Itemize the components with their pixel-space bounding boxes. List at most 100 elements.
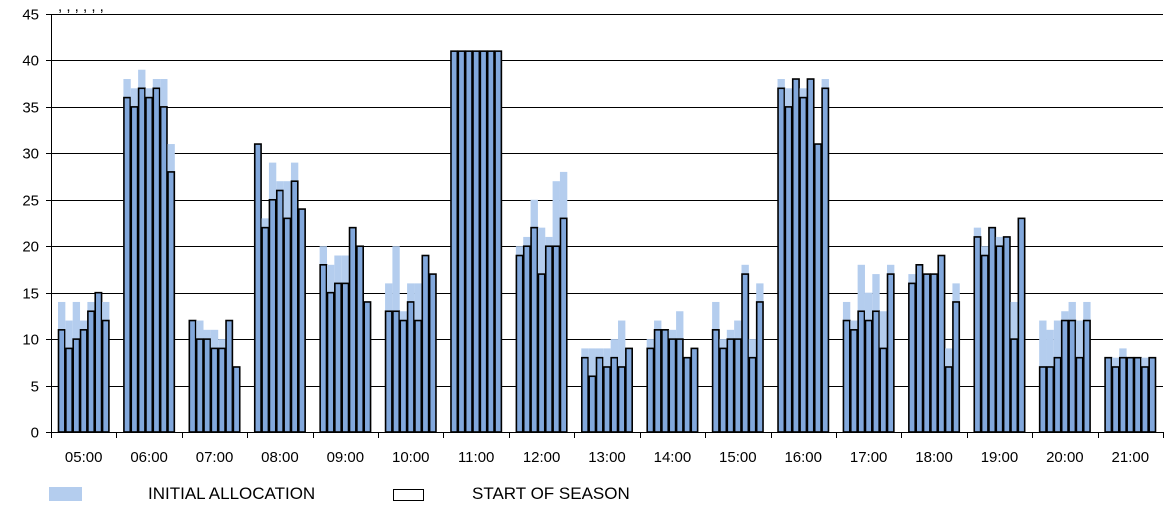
bar-start-of-season [815, 144, 821, 432]
bar-start-of-season [342, 283, 348, 432]
bar-start-of-season [495, 51, 501, 432]
bar-start-of-season [865, 321, 871, 432]
bar-start-of-season [1054, 358, 1060, 432]
bar-start-of-season [735, 339, 741, 432]
bar-start-of-season [458, 51, 464, 432]
bar-start-of-season [103, 321, 109, 432]
legend-swatch-initial-allocation [49, 487, 82, 501]
bar-start-of-season [989, 228, 995, 432]
x-tick-label: 19:00 [981, 449, 1019, 466]
bar-start-of-season [59, 330, 65, 432]
bar-start-of-season [924, 274, 930, 432]
bar-start-of-season [916, 265, 922, 432]
bar-start-of-season [807, 79, 813, 432]
bar-start-of-season [451, 51, 457, 432]
bar-start-of-season [843, 321, 849, 432]
chart-title-fragment: , , , , , , [58, 0, 104, 15]
bar-start-of-season [320, 265, 326, 432]
x-tick-labels: 05:00 06:00 07:00 08:00 09:00 10:00 11:00 12:00… [65, 449, 1149, 466]
bar-start-of-season [982, 256, 988, 432]
x-tick-label: 21:00 [1112, 449, 1150, 466]
y-tick-label: 15 [22, 286, 39, 303]
bar-start-of-season [95, 293, 101, 432]
bar-start-of-season [880, 348, 886, 432]
bar-start-of-season [364, 302, 370, 432]
bar-start-of-season [931, 274, 937, 432]
bar-start-of-season [647, 348, 653, 432]
bar-start-of-season [269, 200, 275, 432]
bar-start-of-season [1047, 367, 1053, 432]
bar-start-of-season [189, 321, 195, 432]
bar-start-of-season [204, 339, 210, 432]
bar-start-of-season [582, 358, 588, 432]
y-tick-label: 10 [22, 332, 39, 349]
bar-start-of-season [538, 274, 544, 432]
bar-start-of-season [291, 181, 297, 432]
bar-start-of-season [589, 376, 595, 432]
bar-start-of-season [1105, 358, 1111, 432]
bar-start-of-season [684, 358, 690, 432]
bar-start-of-season [720, 348, 726, 432]
bar-start-of-season [197, 339, 203, 432]
bar-start-of-season [350, 228, 356, 432]
bar-start-of-season [822, 88, 828, 432]
bar-start-of-season [124, 98, 130, 432]
bars [58, 51, 1156, 432]
bar-start-of-season [669, 339, 675, 432]
legend: INITIAL ALLOCATION START OF SEASON [0, 484, 1165, 506]
x-tick-label: 07:00 [196, 449, 234, 466]
bar-start-of-season [327, 293, 333, 432]
bar-start-of-season [393, 311, 399, 432]
bar-start-of-season [553, 246, 559, 432]
bar-start-of-season [996, 246, 1002, 432]
bar-start-of-season [531, 228, 537, 432]
bar-start-of-season [146, 98, 152, 432]
bar-start-of-season [888, 274, 894, 432]
bar-start-of-season [131, 107, 137, 432]
bar-start-of-season [415, 321, 421, 432]
x-tick-label: 18:00 [915, 449, 953, 466]
x-tick-label: 12:00 [523, 449, 561, 466]
bar-start-of-season [946, 367, 952, 432]
bar-start-of-season [1011, 339, 1017, 432]
bar-start-of-season [262, 228, 268, 432]
x-tick-label: 14:00 [654, 449, 692, 466]
bar-start-of-season [691, 348, 697, 432]
bar-start-of-season [277, 190, 283, 432]
bar-start-of-season [793, 79, 799, 432]
legend-label-start-of-season: START OF SEASON [472, 484, 630, 504]
bar-start-of-season [953, 302, 959, 432]
bar-start-of-season [851, 330, 857, 432]
bar-start-of-season [1084, 321, 1090, 432]
bar-start-of-season [713, 330, 719, 432]
bar-start-of-season [386, 311, 392, 432]
bar-start-of-season [727, 339, 733, 432]
bar-start-of-season [662, 330, 668, 432]
x-tick-label: 08:00 [261, 449, 299, 466]
y-tick-label: 5 [31, 379, 39, 396]
y-tick-label: 40 [22, 53, 39, 70]
bar-start-of-season [219, 348, 225, 432]
bar-start-of-season [655, 330, 661, 432]
bar-start-of-season [284, 218, 290, 432]
bar-start-of-season [430, 274, 436, 432]
bar-start-of-season [408, 302, 414, 432]
x-tick-label: 10:00 [392, 449, 430, 466]
y-tick-label: 0 [31, 425, 39, 442]
bar-start-of-season [66, 348, 72, 432]
bar-start-of-season [1134, 358, 1140, 432]
bar-start-of-season [73, 339, 79, 432]
bar-start-of-season [153, 88, 159, 432]
bar-start-of-season [480, 51, 486, 432]
bar-start-of-season [785, 107, 791, 432]
bar-start-of-season [1040, 367, 1046, 432]
bar-start-of-season [1120, 358, 1126, 432]
y-tick-label: 25 [22, 193, 39, 210]
bar-start-of-season [81, 330, 87, 432]
bar-start-of-season [873, 311, 879, 432]
bar-start-of-season [749, 358, 755, 432]
bar-start-of-season [626, 348, 632, 432]
y-tick-labels: 0 5 10 15 20 25 30 35 40 45 [22, 7, 39, 442]
bar-start-of-season [357, 246, 363, 432]
